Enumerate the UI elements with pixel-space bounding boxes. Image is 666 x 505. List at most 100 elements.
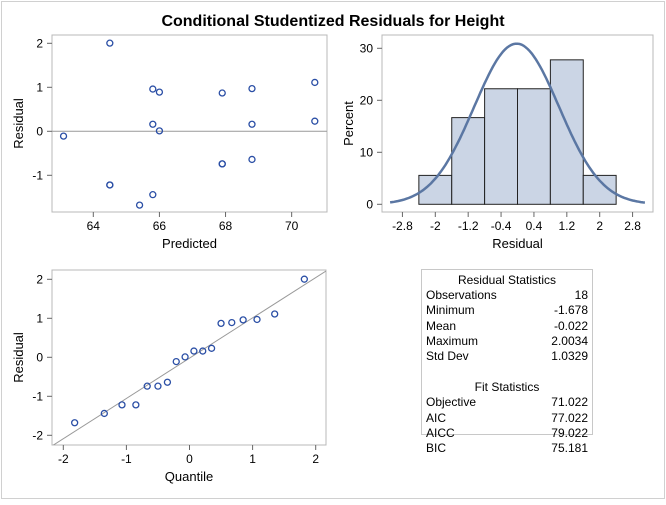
data-point <box>135 201 144 209</box>
stat-value: 75.181 <box>551 441 588 456</box>
stat-value: 77.022 <box>551 410 588 425</box>
stat-value: 1.0329 <box>551 349 588 364</box>
stat-row: Minimum -1.678 <box>426 303 588 318</box>
stat-label: Minimum <box>426 303 475 318</box>
stat-row: Mean -0.022 <box>426 319 588 334</box>
x-tick-label: -2.8 <box>392 219 413 233</box>
y-tick-label: 1 <box>36 311 43 325</box>
x-tick-label: 1 <box>249 452 256 466</box>
stat-row: AICC 79.022 <box>426 426 588 441</box>
y-axis-label: Percent <box>341 101 356 146</box>
stat-row: Maximum 2.0034 <box>426 334 588 349</box>
x-axis-label: Predicted <box>162 236 217 251</box>
data-point <box>300 275 308 283</box>
data-point <box>218 89 226 97</box>
y-tick-label: 0 <box>36 124 43 138</box>
data-point <box>217 319 225 328</box>
x-tick-label: 64 <box>87 219 101 233</box>
y-tick-label: 2 <box>36 272 43 286</box>
data-point <box>155 88 164 96</box>
statistics-table: Residual Statistics Observations 18 Minimu… <box>421 269 593 455</box>
y-tick-label: 10 <box>360 145 374 159</box>
data-point <box>106 39 114 47</box>
x-tick-label: 0.4 <box>526 219 543 233</box>
data-point <box>218 160 226 168</box>
y-tick-label: -1 <box>32 168 43 182</box>
data-point <box>311 117 319 125</box>
data-point <box>149 191 157 199</box>
x-tick-label: 68 <box>219 219 233 233</box>
data-point <box>248 84 256 93</box>
stat-label: Observations <box>426 288 497 302</box>
data-point <box>228 318 236 327</box>
data-point <box>132 401 140 409</box>
data-point <box>311 78 319 87</box>
data-point <box>71 419 79 427</box>
y-tick-label: 0 <box>36 350 43 364</box>
data-point <box>199 347 207 355</box>
x-tick-label: 2.8 <box>624 219 641 233</box>
qq-frame <box>51 269 327 446</box>
data-point <box>118 401 126 409</box>
stat-value: 2.0034 <box>551 333 588 348</box>
x-tick-label: -0.4 <box>491 219 512 233</box>
stat-value: -1.678 <box>553 303 588 318</box>
normal-density-curve <box>389 42 646 204</box>
x-tick-label: 2 <box>312 452 319 466</box>
data-point <box>163 378 172 386</box>
panel-title: Conditional Studentized Residuals for He… <box>161 13 505 30</box>
stat-row: AIC 77.022 <box>426 411 588 426</box>
x-tick-label: 66 <box>153 219 167 233</box>
x-axis-label: Residual <box>492 236 543 251</box>
x-axis-label: Quantile <box>165 469 213 484</box>
x-tick-label: -1.2 <box>458 219 479 233</box>
y-tick-label: -2 <box>32 428 43 442</box>
stat-label: BIC <box>426 441 447 456</box>
x-tick-label: 1.2 <box>558 219 575 233</box>
data-point <box>253 315 261 324</box>
data-point <box>59 132 68 140</box>
histogram-bar <box>549 59 584 205</box>
y-tick-label: 2 <box>36 36 43 50</box>
stat-label: Mean <box>426 318 457 333</box>
stat-row: Observations 18 <box>426 288 588 303</box>
stat-label: Objective <box>426 395 477 410</box>
y-tick-label: 30 <box>360 41 374 55</box>
y-tick-label: 1 <box>36 80 43 94</box>
y-tick-label: 20 <box>360 93 374 107</box>
stat-row: BIC 75.181 <box>426 441 588 456</box>
y-axis-label: Residual <box>11 98 26 149</box>
fit-stats-title: Fit Statistics <box>474 380 540 395</box>
data-point <box>149 120 157 128</box>
qq-reference-line <box>52 270 326 445</box>
data-point <box>172 357 180 366</box>
data-point <box>248 155 256 164</box>
data-point <box>154 382 162 390</box>
data-point <box>143 382 151 390</box>
stat-label: AIC <box>426 410 447 425</box>
histogram-frame <box>381 34 654 213</box>
data-point <box>239 316 247 324</box>
x-tick-label: -1 <box>121 452 132 466</box>
data-point <box>190 347 198 355</box>
stat-value: 79.022 <box>551 426 588 441</box>
stat-row: Objective 71.022 <box>426 395 588 410</box>
data-point <box>248 120 256 128</box>
data-point <box>271 310 279 318</box>
data-point <box>149 85 157 93</box>
stat-value: 71.022 <box>551 395 588 410</box>
scatter-frame <box>51 34 328 213</box>
y-tick-label: -1 <box>32 389 43 403</box>
x-tick-label: 2 <box>596 219 603 233</box>
histogram-bar <box>517 88 551 205</box>
x-tick-label: 0 <box>186 452 193 466</box>
data-point <box>181 353 189 361</box>
histogram-bar <box>484 88 518 205</box>
stat-label: Maximum <box>426 333 479 348</box>
data-point <box>106 181 114 189</box>
y-axis-label: Residual <box>11 332 26 383</box>
residual-stats-title: Residual Statistics <box>457 273 557 287</box>
stat-value: -0.022 <box>553 318 588 333</box>
